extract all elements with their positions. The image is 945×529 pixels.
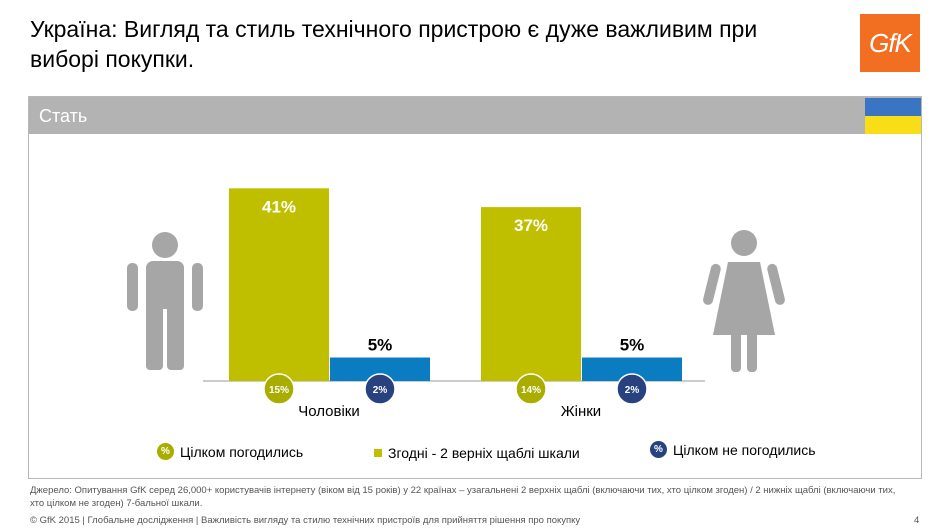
bar <box>229 188 329 381</box>
legend-label: Згодні - 2 верніх щаблі шкали <box>388 445 580 461</box>
circle-marker <box>616 373 648 405</box>
source-note: Джерело: Опитування GfK серед 26,000+ ко… <box>30 485 896 509</box>
bar-value-label: 37% <box>514 216 548 235</box>
male-figure-icon <box>127 232 203 370</box>
panel-header: Стать <box>29 97 921 134</box>
circle-marker <box>515 373 547 405</box>
circle-value-label: 2% <box>625 385 640 396</box>
legend-full-agree: % Цілком погодились <box>157 443 303 460</box>
ukraine-flag-icon <box>865 98 921 134</box>
bar <box>330 357 430 381</box>
percent-circle-icon: % <box>650 441 667 458</box>
bar-value-label: 41% <box>262 197 296 216</box>
circle-marker <box>364 373 396 405</box>
circle-marker <box>263 373 295 405</box>
footer: © GfK 2015 | Глобальне дослідження | Важ… <box>30 515 581 526</box>
female-figure-icon <box>703 230 785 372</box>
circle-value-label: 15% <box>269 385 289 396</box>
legend-full-disagree: % Цілком не погодились <box>650 441 816 458</box>
circle-value-label: 14% <box>521 385 541 396</box>
legend-label: Цілком погодились <box>180 443 304 460</box>
bar-value-label: 5% <box>620 336 645 355</box>
percent-circle-icon: % <box>157 443 174 460</box>
chart-panel: Стать <box>28 96 922 479</box>
page-number: 4 <box>914 515 920 526</box>
legend-label: Цілком не погодились <box>673 441 816 458</box>
category-label: Жінки <box>561 403 601 420</box>
bar-value-label: 5% <box>368 336 393 355</box>
square-icon <box>374 449 382 457</box>
category-label: Чоловіки <box>298 403 360 420</box>
page-title: Україна: Вигляд та стиль технічного прис… <box>30 16 758 72</box>
bar <box>481 207 581 381</box>
circle-value-label: 2% <box>373 385 388 396</box>
panel-title: Стать <box>39 106 88 126</box>
bar <box>582 357 682 381</box>
gfk-logo: GfK <box>860 14 920 72</box>
legend-agree: Згодні - 2 верніх щаблі шкали <box>374 445 580 461</box>
